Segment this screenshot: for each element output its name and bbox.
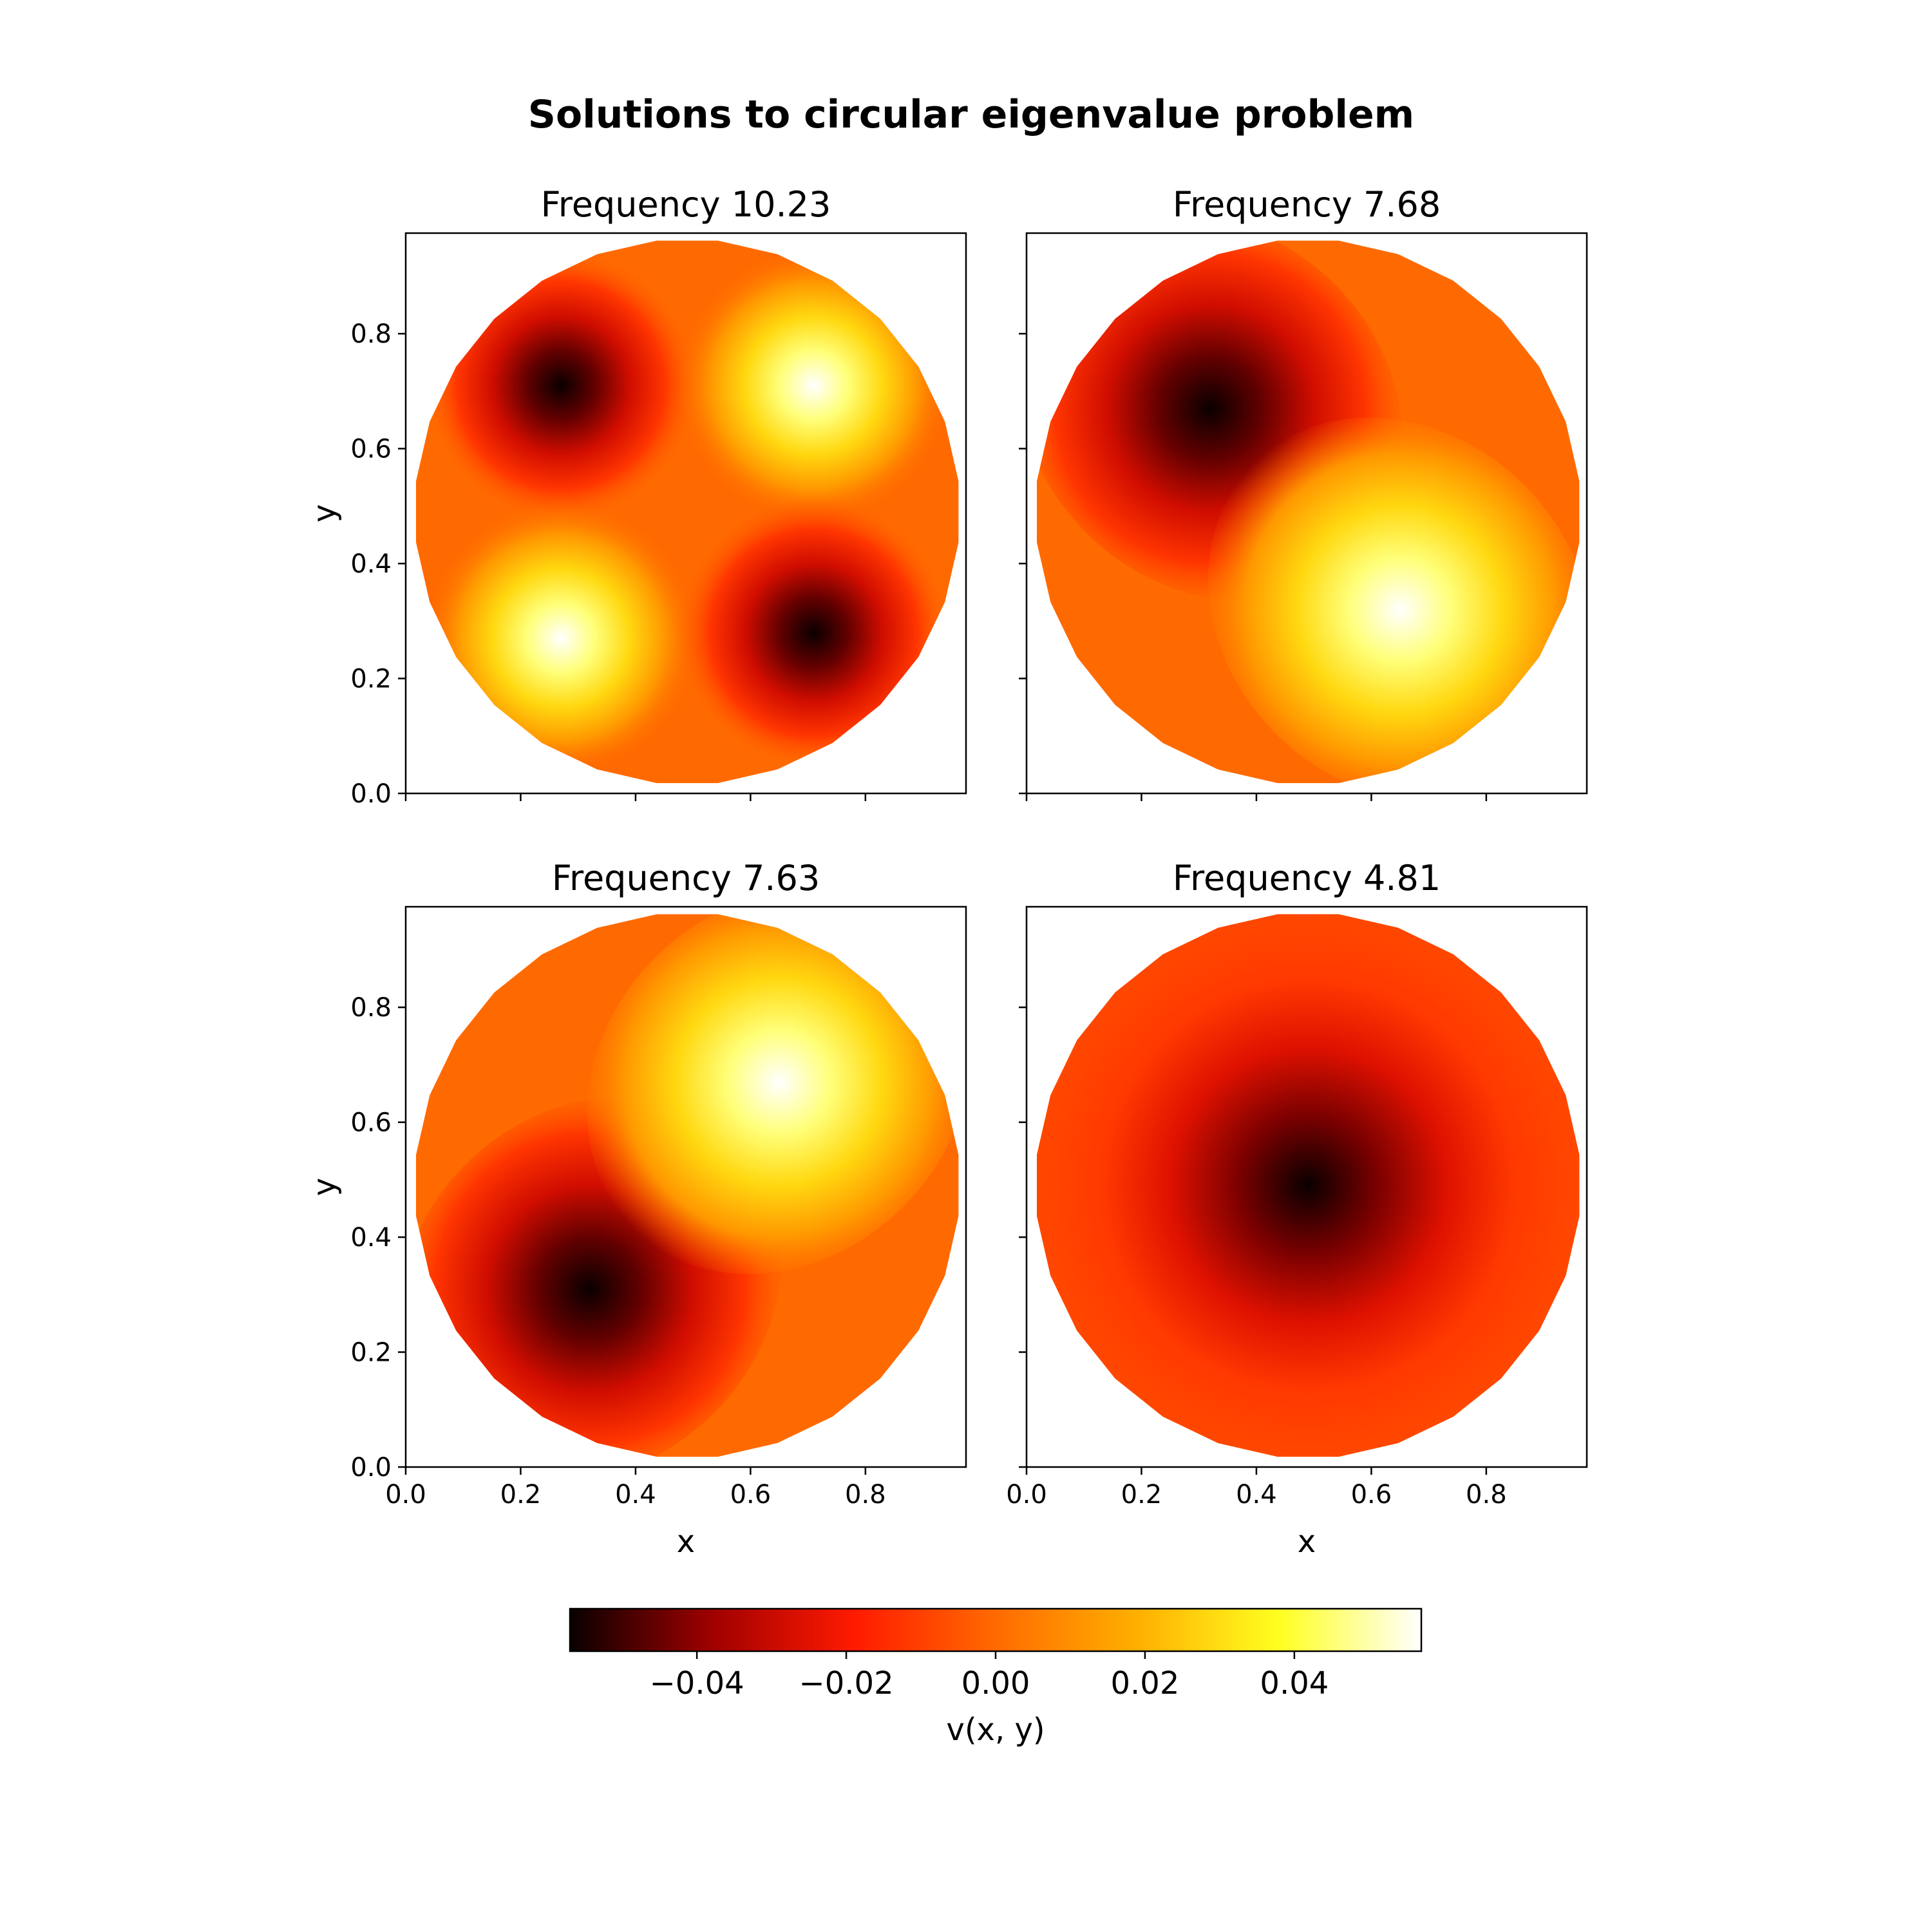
field-extremum: [422, 247, 699, 524]
field-mode: [1037, 914, 1580, 1457]
colorbar-label: v(x, y): [946, 1712, 1045, 1748]
colorbar-tick-label: 0.02: [1110, 1665, 1179, 1701]
y-tick-label: 0.2: [350, 665, 392, 694]
axes-frame: [1025, 905, 1588, 1468]
field-extremum: [1208, 417, 1580, 784]
x-tick-label: 0.0: [385, 1480, 426, 1510]
x-tick-label: 0.4: [615, 1480, 656, 1510]
y-axis-label: y: [307, 1178, 343, 1196]
colorbar-tick-label: −0.04: [650, 1665, 744, 1701]
figure-title: Solutions to circular eigenvalue problem: [528, 92, 1414, 137]
y-tick-label: 0.0: [350, 1453, 392, 1482]
axes-frame: [404, 232, 967, 795]
x-tick-label: 0.2: [1121, 1480, 1162, 1510]
x-tick-label: 0.2: [500, 1480, 542, 1510]
x-tick-label: 0.4: [1236, 1480, 1277, 1510]
panel-2: Frequency 7.68: [1019, 184, 1588, 801]
x-tick-label: 0.0: [1006, 1480, 1047, 1510]
y-tick-label: 0.8: [350, 993, 392, 1023]
y-tick-label: 0.6: [350, 1108, 392, 1138]
colorbar-tick-label: 0.04: [1260, 1665, 1329, 1701]
y-tick-label: 0.4: [350, 1223, 392, 1253]
field-extremum: [422, 500, 699, 777]
colorbar: −0.04 −0.02 0.00 0.02 0.04 v(x, y): [569, 1607, 1423, 1748]
y-tick-label: 0.4: [350, 549, 392, 579]
axes-frame: [1025, 232, 1588, 795]
y-tick-label: 0.6: [350, 435, 392, 464]
y-axis-label: y: [307, 504, 343, 522]
panels: Frequency 10.230.00.20.40.60.8yFrequency…: [307, 184, 1588, 1560]
contour-field: [1037, 240, 1580, 784]
panel-title: Frequency 7.63: [552, 858, 820, 898]
field-extremum: [676, 247, 952, 524]
panel-title: Frequency 7.68: [1173, 184, 1441, 225]
x-axis-label: x: [1298, 1524, 1316, 1560]
x-tick-label: 0.6: [730, 1480, 772, 1510]
contour-field: [416, 240, 959, 784]
contour-field: [1037, 914, 1580, 1457]
y-tick-label: 0.8: [350, 319, 392, 349]
panel-3: Frequency 7.63 0.00.0 0.2 0.2 0.4 0.4 0.6 0.6 0.…: [307, 858, 967, 1560]
colorbar-gradient: [570, 1609, 1421, 1651]
colorbar-tick-label: 0.00: [961, 1665, 1030, 1701]
colorbar-tick-label: −0.02: [799, 1665, 894, 1701]
x-tick-label: 0.8: [1466, 1480, 1507, 1510]
panel-4: Frequency 4.81 0.0 0.2 0.4 0.6 0.8 x: [1006, 858, 1588, 1560]
panel-title: Frequency 4.81: [1173, 858, 1441, 898]
x-axis-label: x: [677, 1524, 695, 1560]
x-tick-label: 0.6: [1351, 1480, 1392, 1510]
contour-field: [416, 914, 959, 1457]
y-tick-label: 0.0: [350, 779, 392, 809]
field-extremum: [676, 495, 952, 771]
panel-title: Frequency 10.23: [541, 184, 831, 225]
x-tick-label: 0.8: [845, 1480, 886, 1510]
panel-1: Frequency 10.23 0.0 0.2 0.4 0.6 0.8 y: [307, 184, 967, 809]
axes-frame: [404, 905, 967, 1468]
y-tick-label: 0.2: [350, 1338, 392, 1368]
